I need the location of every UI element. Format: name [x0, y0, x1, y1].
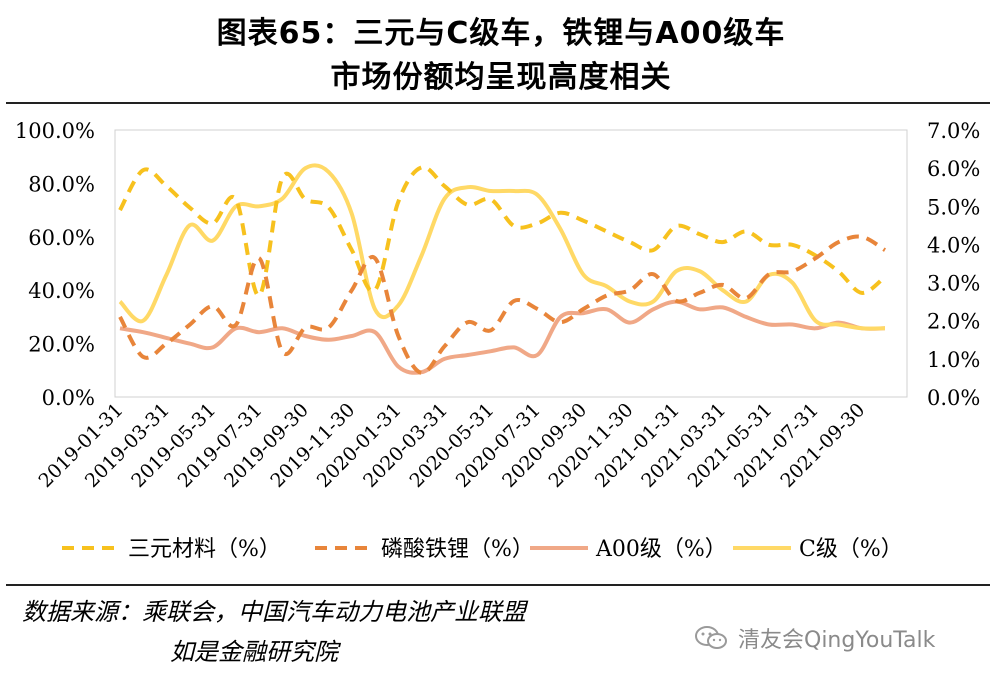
legend: 三元材料（%） 磷酸铁锂（%） A00级（%） C级（%）: [62, 537, 903, 562]
bottom-divider: [6, 584, 990, 586]
source-note: 数据来源：乘联会，中国汽车动力电池产业联盟 如是金融研究院: [22, 592, 526, 672]
right-axis: 0.0% 1.0% 2.0% 3.0% 4.0% 5.0% 6.0% 7.0%: [927, 119, 980, 410]
left-tick-label: 20.0%: [28, 333, 95, 357]
source-line1: 数据来源：乘联会，中国汽车动力电池产业联盟: [22, 598, 526, 626]
series-line-a00: [119, 299, 886, 375]
watermark: 清友会QingYouTalk: [694, 622, 935, 654]
legend-item-ternary-label: 三元材料（%）: [128, 537, 281, 562]
line-chart: 0.0% 20.0% 40.0% 60.0% 80.0% 100.0% 0.0% 1.0% 2…: [15, 119, 980, 562]
plot-area: [114, 129, 908, 398]
right-tick-label: 7.0%: [927, 119, 980, 143]
right-tick-label: 2.0%: [927, 310, 980, 334]
right-tick-label: 3.0%: [927, 272, 980, 296]
legend-item-a00-label: A00级（%）: [595, 537, 727, 562]
wechat-icon: [695, 626, 727, 649]
left-tick-label: 60.0%: [28, 226, 95, 250]
chart-title-line2: 市场份额均呈现高度相关: [330, 60, 672, 95]
right-tick-label: 5.0%: [927, 195, 980, 219]
left-tick-label: 0.0%: [42, 386, 95, 410]
left-tick-label: 40.0%: [28, 279, 95, 303]
top-divider: [6, 102, 990, 104]
legend-item-lfp-label: 磷酸铁锂（%）: [381, 537, 534, 562]
right-tick-label: 0.0%: [927, 386, 980, 410]
series-layer: [118, 163, 887, 375]
series-line-ternary: [118, 165, 887, 298]
legend-item-c-class-label: C级（%）: [799, 537, 903, 562]
right-tick-label: 6.0%: [927, 157, 980, 181]
chart-title-line1: 图表65：三元与C级车，铁锂与A00级车: [216, 16, 786, 51]
left-tick-label: 100.0%: [15, 119, 95, 143]
left-tick-label: 80.0%: [28, 172, 95, 196]
series-line-lfp: [118, 234, 887, 375]
x-axis: 2019-01-312019-03-312019-05-312019-07-31…: [35, 399, 870, 492]
left-axis: 0.0% 20.0% 40.0% 60.0% 80.0% 100.0%: [15, 119, 95, 410]
source-line2: 如是金融研究院: [170, 638, 338, 666]
right-tick-label: 1.0%: [927, 348, 980, 372]
right-tick-label: 4.0%: [927, 233, 980, 257]
watermark-text: 清友会QingYouTalk: [738, 628, 936, 653]
